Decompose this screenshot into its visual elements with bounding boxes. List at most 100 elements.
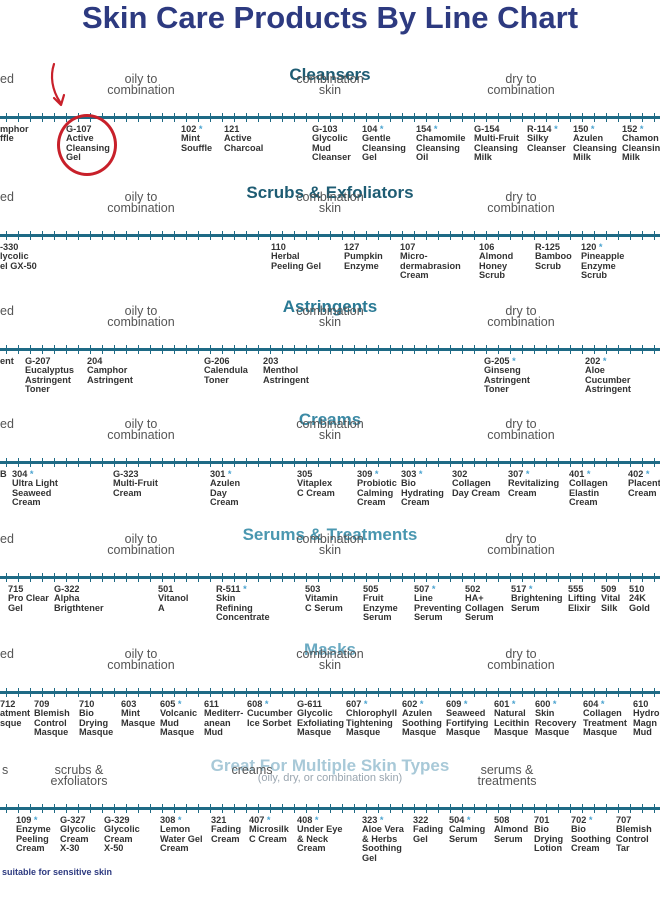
axis-tick	[438, 113, 439, 122]
axis-tick	[582, 113, 583, 122]
axis-tick	[498, 573, 499, 582]
axis-tick	[558, 688, 559, 697]
axis-tick	[426, 113, 427, 122]
product-name-line: Scrub	[479, 270, 506, 281]
axis-tick	[378, 804, 379, 813]
axis-tick	[222, 113, 223, 122]
product-item: 307 * Revitalizing Cream	[508, 469, 560, 498]
sensitive-skin-star-icon: *	[588, 815, 593, 825]
axis-tick	[354, 458, 355, 467]
axis-tick	[642, 573, 643, 582]
axis-tick	[642, 804, 643, 813]
product-name-line: Revitalizing	[508, 478, 560, 489]
axis-tick	[618, 113, 619, 122]
category-label: combination skin	[296, 304, 364, 329]
axis-tick	[6, 345, 7, 354]
product-name-line: Silky	[527, 133, 549, 144]
axis-tick	[402, 231, 403, 240]
axis-tick	[630, 573, 631, 582]
axis-tick	[246, 345, 247, 354]
product-name-line: Probiotic	[357, 478, 397, 489]
product-number: 303 *	[401, 469, 423, 479]
axis-tick	[642, 113, 643, 122]
product-name-line: & Neck	[297, 833, 329, 844]
section-title: Cleansers	[289, 65, 371, 84]
product-number: 309 *	[357, 469, 379, 479]
product-number: G-611	[297, 699, 323, 709]
axis-tick	[90, 573, 91, 582]
product-name-line: Cream	[400, 270, 429, 281]
category-label: ed	[0, 647, 14, 661]
section-2: Astringents ed oily to combination combinat…	[0, 297, 660, 417]
axis-tick	[306, 113, 307, 122]
product-name-line: Bio	[401, 478, 416, 489]
sensitive-skin-star-icon: *	[645, 469, 650, 479]
axis-tick	[510, 688, 511, 697]
axis-tick	[114, 804, 115, 813]
product-name-line: Masque	[494, 727, 529, 738]
axis-tick	[126, 345, 127, 354]
product-name-line: Day Cream	[452, 487, 501, 498]
product-number: 517 *	[511, 584, 533, 594]
product-name-line: Elixir	[568, 602, 591, 613]
product-number: 507 *	[414, 584, 436, 594]
product-item: 321 Fading Cream	[211, 815, 241, 844]
axis-tick	[66, 573, 67, 582]
axis-tick	[18, 345, 19, 354]
axis-tick	[78, 458, 79, 467]
product-item: 709 Blemish Control Masque	[34, 699, 70, 738]
product-name-line: sque	[0, 717, 22, 728]
section-6: Great For Multiple Skin Types (oily, dry,…	[0, 756, 660, 876]
product-number: G-327	[60, 815, 86, 825]
axis-tick	[126, 688, 127, 697]
axis-tick	[210, 345, 211, 354]
product-name-line: Peeling	[16, 833, 49, 844]
axis-tick	[498, 345, 499, 354]
product-name-line: Skin	[535, 708, 555, 719]
axis-tick	[618, 458, 619, 467]
product-name-line: Souffle	[181, 142, 213, 153]
product-item: 304 * Ultra Light Seaweed Cream	[12, 469, 58, 508]
axis-tick	[582, 804, 583, 813]
axis-tick	[42, 113, 43, 122]
axis-tick	[270, 573, 271, 582]
axis-tick	[390, 458, 391, 467]
axis-tick	[294, 231, 295, 240]
product-name-line: Oil	[416, 152, 429, 163]
product-item: 110 Herbal Peeling Gel	[271, 242, 321, 271]
product-item: 407 * Microsilk C Cream	[249, 815, 289, 844]
category-label: oily to combination	[107, 72, 175, 97]
axis-tick	[282, 804, 283, 813]
product-name-line: Cream	[571, 843, 600, 854]
axis-tick	[174, 458, 175, 467]
product-name-line: Lemon	[160, 824, 191, 835]
product-name-line: Pro Clear	[8, 593, 49, 604]
product-number: G-329	[104, 815, 130, 825]
product-name-line: Glycolic	[312, 133, 348, 144]
product-name-line: Cleanser	[312, 152, 351, 163]
axis-tick	[282, 345, 283, 354]
axis-tick	[126, 458, 127, 467]
product-name-line: Volcanic	[160, 708, 198, 719]
product-item: 322 Fading Gel	[413, 815, 443, 844]
product-number: R-125	[535, 242, 561, 252]
axis-tick	[570, 231, 571, 240]
axis-tick	[198, 804, 199, 813]
product-name-line: Camphor	[87, 365, 128, 376]
axis-tick	[90, 688, 91, 697]
axis-tick	[606, 573, 607, 582]
axis-tick	[330, 573, 331, 582]
product-name-line: ffle	[0, 133, 14, 144]
axis-tick	[534, 573, 535, 582]
axis-tick	[582, 231, 583, 240]
product-number: 702 *	[571, 815, 593, 825]
axis-tick	[570, 804, 571, 813]
axis-tick	[534, 688, 535, 697]
product-name-line: Azulen	[573, 133, 604, 144]
axis-tick	[318, 231, 319, 240]
axis-tick	[30, 345, 31, 354]
product-item: G-205 * Ginseng Astringent Toner	[484, 356, 530, 395]
axis-tick	[162, 688, 163, 697]
axis-tick	[54, 113, 55, 122]
axis-tick	[522, 231, 523, 240]
